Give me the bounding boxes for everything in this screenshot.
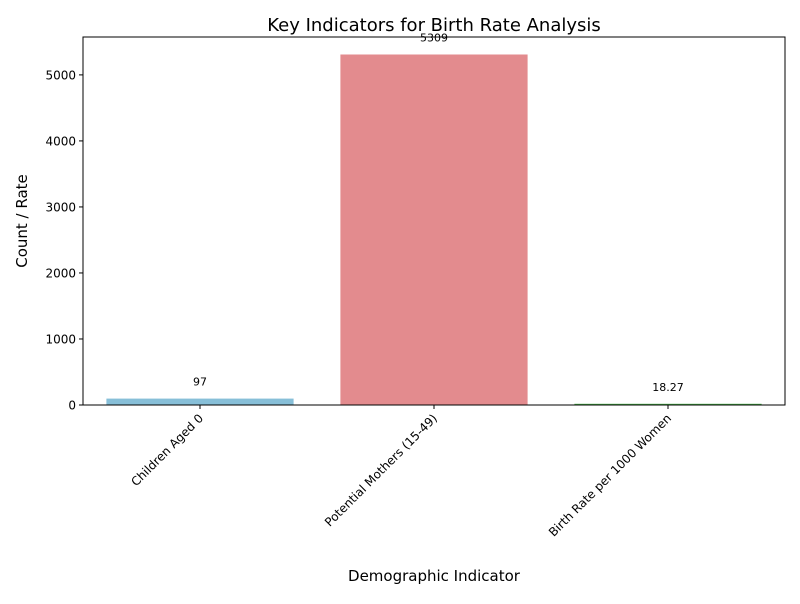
y-tick-label: 0 [68,399,76,413]
bar-value-label: 5309 [420,31,448,44]
bars-group [106,54,762,405]
y-axis-label: Count / Rate [13,174,31,268]
bar-value-label: 18.27 [652,381,684,394]
bar [106,398,294,405]
bar-value-label: 97 [193,376,207,389]
x-axis-label: Demographic Indicator [348,567,521,585]
value-labels-group: 97 5309 18.27 [193,31,684,393]
bar [574,403,762,405]
y-axis-ticks: 0 1000 2000 3000 4000 5000 [45,68,83,413]
y-tick-label: 5000 [45,68,76,82]
y-tick-label: 2000 [45,266,76,280]
y-tick-label: 4000 [45,134,76,148]
bar [340,54,528,405]
chart-title: Key Indicators for Birth Rate Analysis [267,15,601,36]
y-tick-label: 1000 [45,332,76,346]
plot-frame [82,36,786,406]
y-tick-label: 3000 [45,200,76,214]
